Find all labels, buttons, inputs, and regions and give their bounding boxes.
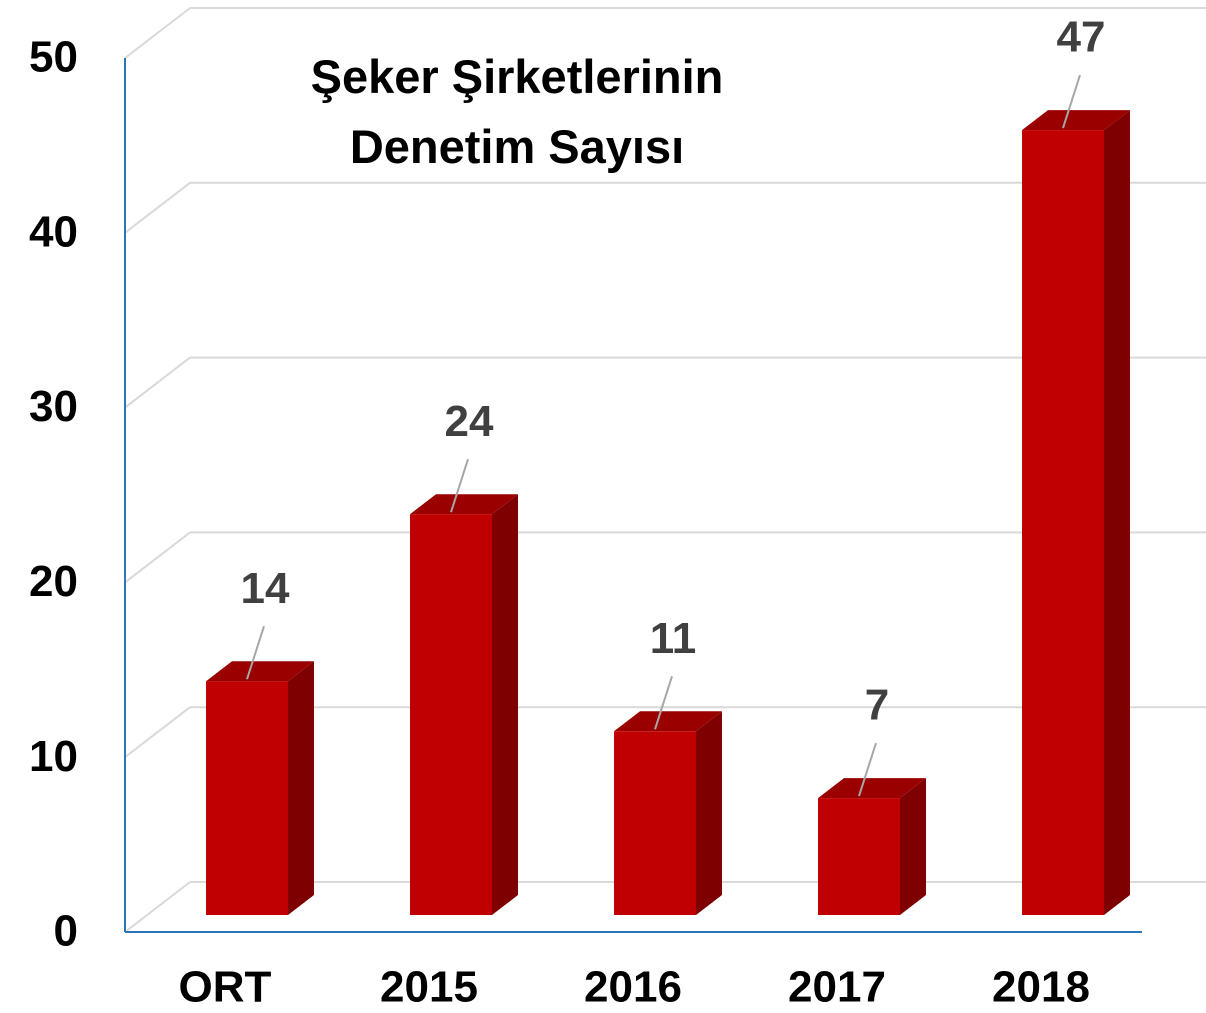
- data-label: 7: [865, 681, 889, 730]
- bar: [1022, 130, 1104, 916]
- grid-line: [124, 881, 191, 933]
- x-tick-label: 2018: [992, 963, 1090, 1012]
- bar-side: [492, 494, 518, 915]
- y-tick-label: 10: [29, 732, 78, 781]
- x-tick-label: 2015: [380, 963, 478, 1012]
- bar-side: [696, 711, 722, 915]
- leader-line: [654, 675, 673, 730]
- bar: [410, 514, 492, 915]
- leader-line: [1062, 74, 1081, 129]
- bar-top: [1022, 110, 1130, 131]
- data-label: 11: [650, 614, 697, 663]
- grid-line: [124, 531, 191, 584]
- x-tick-label: ORT: [179, 963, 272, 1012]
- leader-line: [246, 625, 265, 680]
- leader-line: [858, 742, 877, 797]
- data-label: 14: [241, 564, 290, 613]
- bar: [818, 798, 900, 915]
- bar-side: [900, 778, 926, 915]
- y-tick-label: 20: [29, 557, 78, 606]
- y-tick-label: 0: [54, 907, 78, 956]
- bar-top: [206, 661, 314, 682]
- data-label: 24: [445, 397, 494, 446]
- bar-top: [818, 778, 926, 799]
- chart-title: Şeker Şirketlerinin Denetim Sayısı: [310, 50, 724, 173]
- y-tick-label: 50: [29, 33, 78, 82]
- grid-line: [124, 356, 191, 409]
- bar-side: [1104, 110, 1130, 916]
- grid-line: [124, 182, 191, 234]
- data-label: 47: [1057, 13, 1106, 62]
- x-tick-label: 2016: [584, 963, 682, 1012]
- bar-side: [288, 661, 314, 915]
- grid-line: [124, 7, 191, 59]
- bar-top: [410, 494, 518, 515]
- grid-line: [124, 706, 191, 758]
- x-tick-label: 2017: [788, 963, 886, 1012]
- bar: [206, 681, 288, 915]
- y-tick-label: 30: [29, 382, 78, 431]
- bar: [614, 731, 696, 915]
- leader-line: [450, 458, 469, 513]
- bar-top: [614, 711, 722, 732]
- y-tick-label: 40: [29, 207, 78, 256]
